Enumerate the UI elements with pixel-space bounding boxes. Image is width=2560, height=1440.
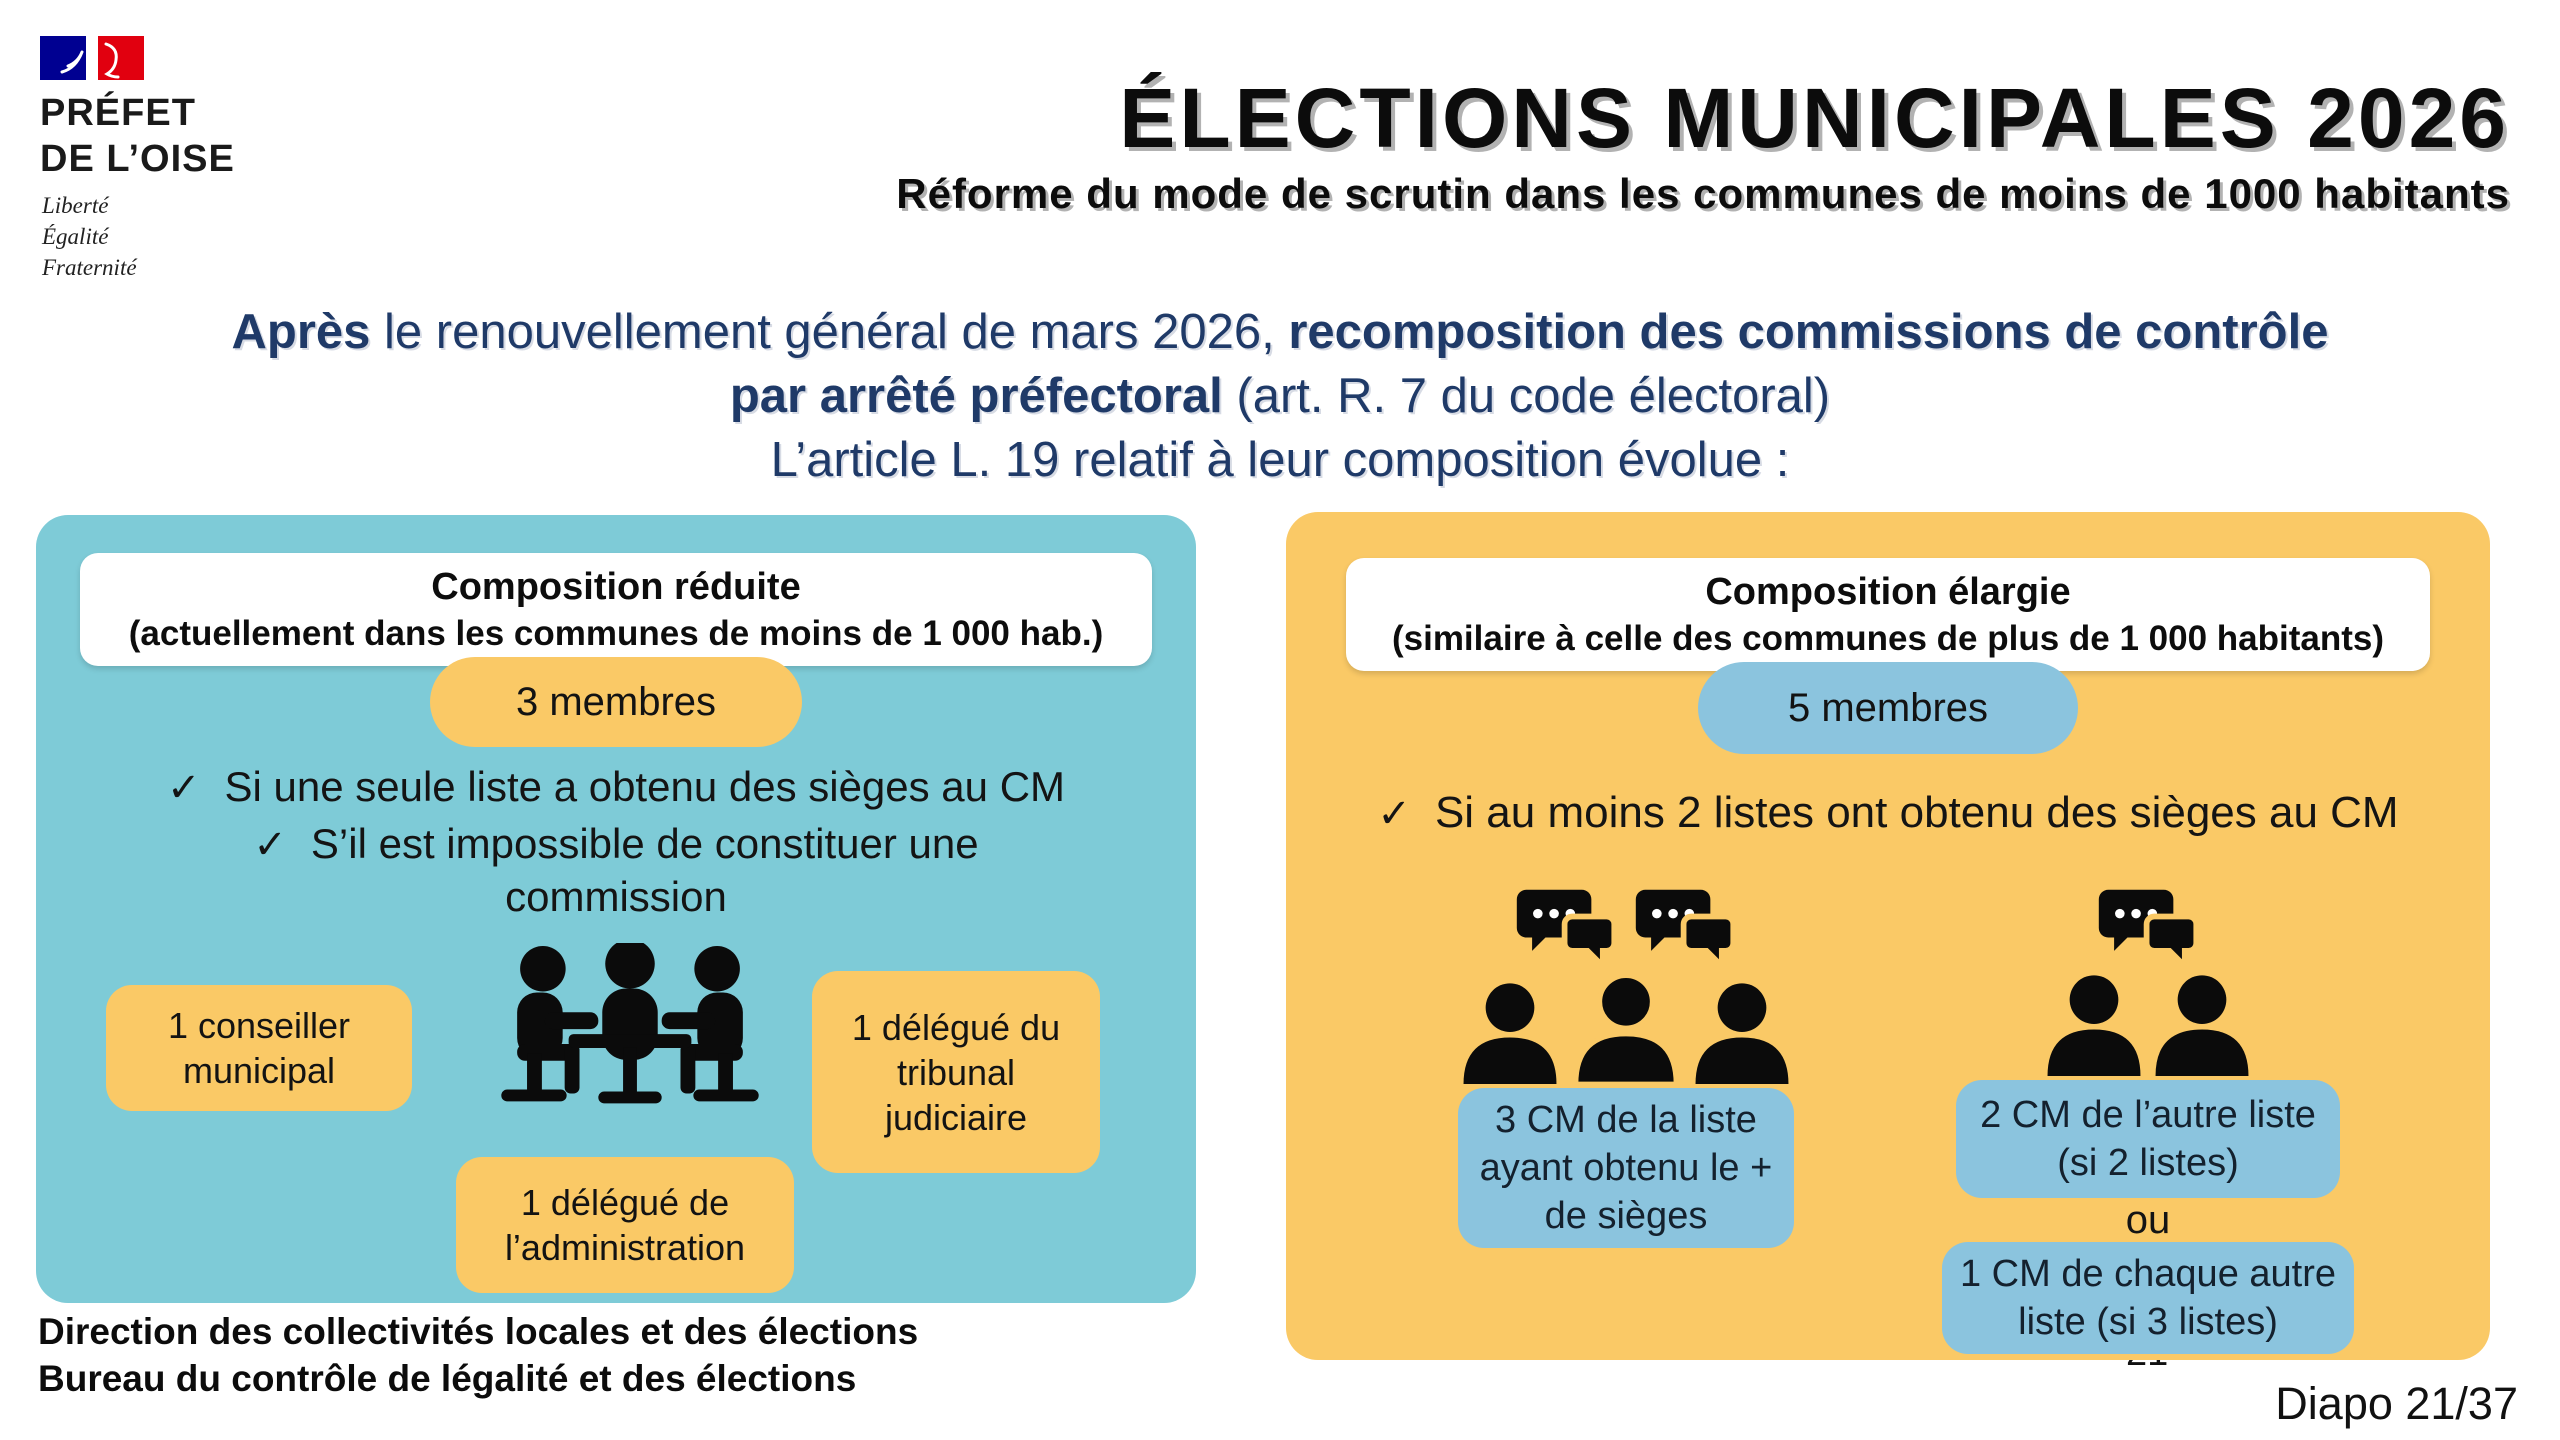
members-badge-3: 3 membres	[430, 657, 802, 747]
intro-text-2: (art. R. 7 du code électoral)	[1222, 369, 1831, 423]
left-bullet-1-text: Si une seule liste a obtenu des sièges a…	[224, 763, 1066, 810]
left-bullet-1: ✓ Si une seule liste a obtenu des sièges …	[36, 761, 1196, 814]
intro-line-3: L’article L. 19 relatif à leur compositi…	[770, 433, 1790, 487]
motto-liberte: Liberté	[42, 193, 109, 218]
members-badge-5: 5 membres	[1698, 662, 2078, 754]
right-panel-title: Composition élargie	[1705, 571, 2071, 613]
label-2cm-other-list: 2 CM de l’autre liste (si 2 listes)	[1956, 1080, 2340, 1198]
chat-row	[1514, 884, 1738, 970]
footer-service: Direction des collectivités locales et d…	[38, 1308, 918, 1402]
republic-motto: Liberté Égalité Fraternité	[42, 190, 137, 283]
check-icon: ✓	[1377, 792, 1411, 836]
right-panel-subtitle: (similaire à celle des communes de plus …	[1391, 619, 2385, 658]
left-bullet-2-text: S’il est impossible de constituer une co…	[310, 820, 979, 920]
panel-composition-elargie: Composition élargie (similaire à celle d…	[1286, 512, 2490, 1360]
slide-counter: Diapo 21/37	[2275, 1378, 2518, 1429]
chat-bubbles-icon	[1635, 889, 1737, 970]
footer-line-2: Bureau du contrôle de légalité et des él…	[38, 1358, 857, 1399]
intro-text-1: le renouvellement général de mars 2026,	[370, 305, 1289, 359]
footer-line-1: Direction des collectivités locales et d…	[38, 1311, 919, 1352]
person-icon	[2047, 975, 2141, 1076]
group-majority: 3 CM de la liste ayant obtenu le + de si…	[1426, 884, 1826, 1248]
meeting-table-icon	[501, 943, 759, 1104]
label-3cm-majority: 3 CM de la liste ayant obtenu le + de si…	[1458, 1088, 1794, 1248]
logo-line1: PRÉFET	[40, 92, 196, 134]
chat-bubbles-icon	[1516, 889, 1618, 970]
panel-composition-reduite: Composition réduite (actuellement dans l…	[36, 515, 1196, 1303]
or-label: ou	[2125, 1198, 2171, 1242]
group-other-lists: 2 CM de l’autre liste (si 2 listes) ou 1…	[1938, 884, 2358, 1354]
member-conseiller-box: 1 conseiller municipal	[106, 985, 412, 1111]
person-row-three	[1456, 972, 1796, 1084]
intro-paragraph: Après le renouvellement général de mars …	[0, 300, 2560, 492]
right-panel-header: Composition élargie (similaire à celle d…	[1346, 558, 2430, 671]
check-icon: ✓	[166, 766, 201, 810]
person-icon	[1573, 973, 1679, 1084]
right-panel-bullet: ✓ Si au moins 2 listes ont obtenu des siè…	[1348, 788, 2428, 839]
person-icon	[2155, 975, 2249, 1076]
intro-bold-apres: Après	[231, 305, 371, 359]
label-1cm-each-list: 1 CM de chaque autre liste (si 3 listes)	[1942, 1242, 2354, 1354]
member-administration-box: 1 délégué de l’administration	[456, 1157, 794, 1293]
intro-line-2: par arrêté préfectoral (art. R. 7 du cod…	[0, 364, 2560, 428]
slide-title: ÉLECTIONS MUNICIPALES 2026	[1119, 71, 2510, 165]
chat-row	[2096, 884, 2201, 970]
slide-subtitle: Réforme du mode de scrutin dans les comm…	[896, 170, 2510, 217]
left-panel-header: Composition réduite (actuellement dans l…	[80, 553, 1152, 666]
prefecture-logo-name: PRÉFET DE L’OISE	[40, 90, 235, 182]
logo-line2: DE L’OISE	[40, 138, 235, 180]
intro-bold-recomposition: recomposition des commissions de contrôl…	[1288, 305, 2329, 359]
right-bullet-text: Si au moins 2 listes ont obtenu des sièg…	[1434, 788, 2399, 837]
motto-egalite: Égalité	[42, 224, 109, 249]
check-icon: ✓	[253, 823, 287, 867]
member-tribunal-box: 1 délégué du tribunal judiciaire	[812, 971, 1100, 1173]
left-panel-subtitle: (actuellement dans les communes de moins…	[128, 614, 1104, 653]
left-bullet-2: ✓ S’il est impossible de constituer une c…	[166, 818, 1066, 923]
left-panel-title: Composition réduite	[431, 566, 801, 608]
intro-bold-arrete: par arrêté préfectoral	[729, 369, 1223, 423]
french-flag-icon	[40, 36, 144, 80]
person-icon	[1463, 983, 1557, 1084]
motto-fraternite: Fraternité	[42, 255, 137, 280]
intro-line-1: Après le renouvellement général de mars …	[0, 300, 2560, 364]
person-icon	[1695, 983, 1789, 1084]
left-panel-bullets: ✓ Si une seule liste a obtenu des sièges …	[36, 761, 1196, 923]
person-row-two	[2040, 972, 2256, 1076]
chat-bubbles-icon	[2098, 889, 2199, 970]
